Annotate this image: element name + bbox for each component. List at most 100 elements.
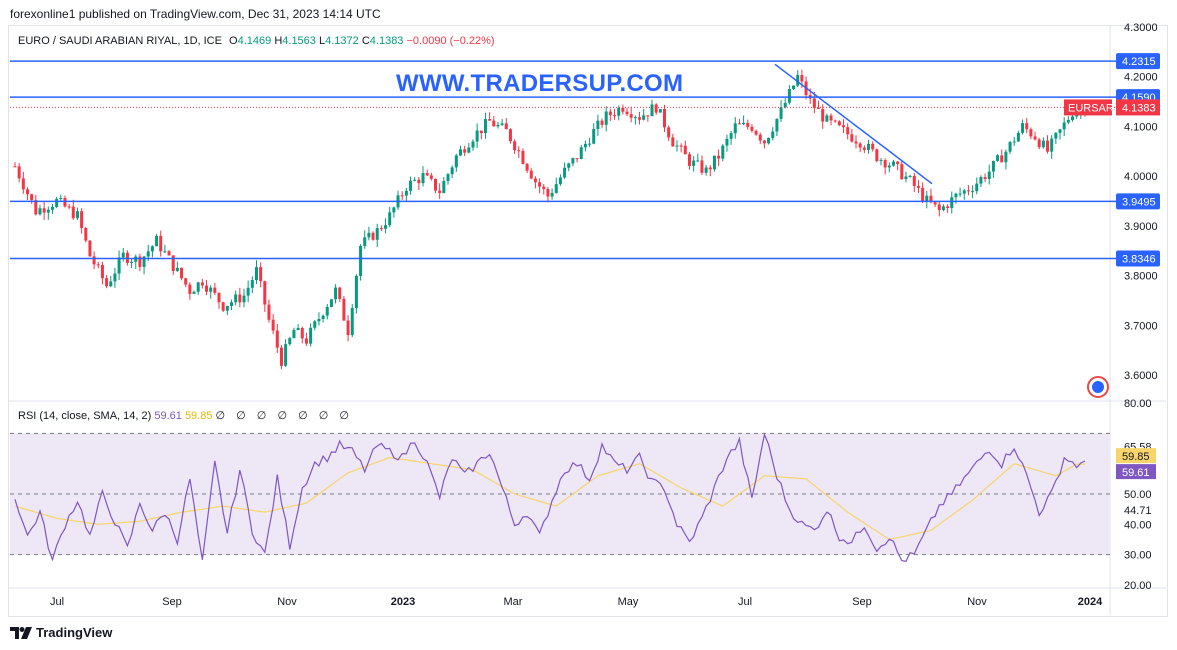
candle-body	[542, 186, 546, 189]
candle-body	[879, 160, 883, 162]
time-tick-label: Mar	[504, 596, 523, 608]
candle-body	[1050, 138, 1054, 152]
candle-body	[600, 120, 604, 125]
candle-body	[254, 267, 258, 281]
candle-body	[987, 171, 991, 180]
price-tick-label: 4.1000	[1124, 121, 1158, 133]
candle-body	[725, 138, 729, 146]
candle-body	[188, 284, 192, 294]
candle-body	[658, 109, 662, 113]
candle-body	[1008, 141, 1012, 152]
candle-body	[596, 120, 600, 129]
candle-body	[350, 308, 354, 336]
candle-body	[941, 206, 945, 211]
candle-body	[155, 235, 159, 247]
candle-body	[1021, 123, 1025, 133]
price-tick-label: 4.0000	[1124, 171, 1158, 183]
candle-body	[671, 137, 675, 147]
candle-body	[488, 119, 492, 121]
candle-body	[783, 102, 787, 108]
candle-body	[392, 207, 396, 213]
candle-body	[871, 143, 875, 150]
candle-body	[904, 176, 908, 180]
candle-body	[421, 173, 425, 184]
time-tick-label: 2024	[1078, 596, 1103, 608]
candle-body	[438, 190, 442, 194]
candle-body	[712, 155, 716, 170]
price-tick-label: 4.2000	[1124, 72, 1158, 84]
candle-body	[546, 188, 550, 197]
candle-body	[483, 119, 487, 134]
candle-body	[246, 287, 250, 296]
candle-body	[225, 305, 229, 311]
candle-body	[213, 287, 217, 293]
price-tick-label: 4.3000	[1124, 22, 1158, 34]
candle-body	[746, 122, 750, 127]
candle-body	[317, 318, 321, 322]
time-tick-label: Sep	[162, 596, 182, 608]
candle-body	[1016, 132, 1020, 142]
candle-body	[400, 195, 404, 197]
candle-body	[629, 114, 633, 118]
candle-body	[621, 107, 625, 112]
candle-body	[1071, 116, 1075, 121]
candle-body	[34, 200, 38, 215]
candle-body	[762, 140, 766, 144]
candle-body	[1012, 141, 1016, 143]
candle-body	[983, 177, 987, 180]
candle-body	[521, 150, 525, 164]
candle-body	[50, 206, 54, 210]
symbol-tag-label: EURSAR	[1068, 102, 1114, 114]
candle-body	[192, 291, 196, 294]
candle-body	[708, 167, 712, 170]
candle-body	[517, 150, 521, 152]
publisher-credit: forexonline1 published on TradingView.co…	[10, 7, 381, 21]
price-tick-label: 3.8000	[1124, 271, 1158, 283]
tradingview-footer[interactable]: TradingView	[10, 625, 112, 640]
candle-body	[121, 252, 125, 258]
candle-body	[779, 107, 783, 119]
candle-body	[850, 134, 854, 142]
symbol-tag	[1064, 99, 1112, 116]
candle-body	[829, 115, 833, 121]
level-price-label: 3.8346	[1122, 253, 1156, 265]
candle-body	[937, 204, 941, 211]
candle-body	[80, 211, 84, 228]
rsi-sma-line	[14, 456, 1085, 541]
rsi-tick-label: 50.00	[1124, 489, 1152, 501]
candle-body	[962, 190, 966, 194]
candle-body	[675, 145, 679, 147]
globe-icon[interactable]	[1087, 376, 1109, 398]
candle-body	[608, 111, 612, 116]
candle-body	[450, 167, 454, 175]
candle-body	[71, 206, 75, 219]
candle-body	[296, 327, 300, 331]
candle-body	[575, 158, 579, 160]
candle-body	[325, 306, 329, 316]
change-value: −0.0090 (−0.22%)	[406, 35, 495, 47]
candle-body	[896, 161, 900, 165]
time-tick-label: Sep	[852, 596, 872, 608]
candle-body	[758, 134, 762, 141]
candle-body	[46, 209, 50, 213]
candle-body	[733, 123, 737, 134]
candle-body	[334, 287, 338, 300]
candle-body	[221, 302, 225, 311]
candle-body	[59, 198, 63, 200]
candle-body	[84, 227, 88, 241]
candle-body	[217, 292, 221, 303]
candle-body	[321, 315, 325, 319]
level-price-label: 3.9495	[1122, 196, 1156, 208]
candle-body	[646, 115, 650, 117]
candle-body	[180, 267, 184, 279]
candle-body	[371, 232, 375, 240]
candle-body	[504, 123, 508, 130]
candle-body	[975, 183, 979, 192]
candle-body	[683, 145, 687, 155]
candle-body	[721, 145, 725, 159]
time-tick-label: Jul	[738, 596, 752, 608]
candle-body	[867, 143, 871, 150]
close-value: 4.1383	[369, 35, 404, 47]
level-price-tag	[1116, 250, 1160, 267]
